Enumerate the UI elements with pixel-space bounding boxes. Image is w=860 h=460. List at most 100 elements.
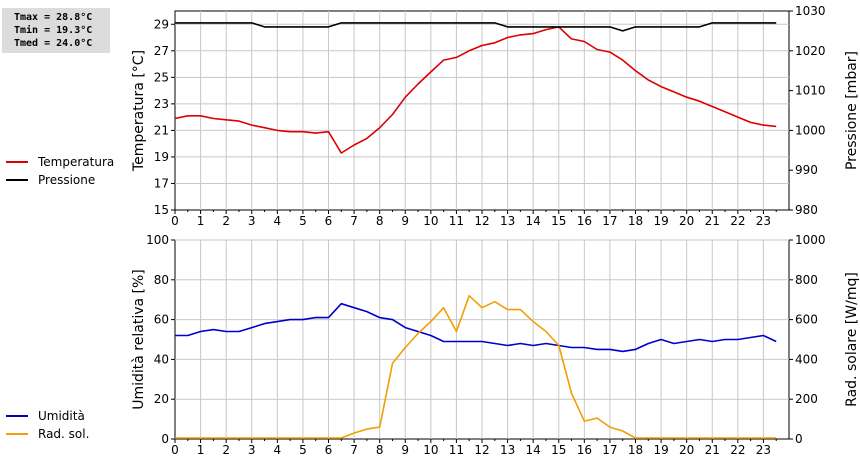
legend-label-humidity: Umidità	[38, 409, 85, 423]
stat-tmax: Tmax = 28.8°C	[14, 12, 93, 23]
x-tick-label: 8	[376, 443, 384, 457]
legend-item-pressure: Pressione	[6, 171, 114, 189]
x-tick-label: 15	[551, 443, 566, 457]
x-tick-label: 5	[299, 214, 307, 228]
legend-swatch-radiation	[6, 433, 28, 435]
x-tick-label: 20	[679, 443, 694, 457]
x-tick-label: 4	[274, 443, 282, 457]
legend-label-pressure: Pressione	[38, 173, 96, 187]
x-tick-label: 1	[197, 443, 205, 457]
x-tick-label: 20	[679, 214, 694, 228]
x-tick-label: 0	[171, 443, 179, 457]
y2-tick-label: 400	[795, 352, 818, 366]
y-tick-label: 29	[154, 17, 169, 31]
x-tick-label: 14	[526, 214, 541, 228]
x-tick-label: 17	[602, 214, 617, 228]
y2-tick-label: 1020	[795, 44, 826, 58]
x-tick-label: 16	[577, 443, 592, 457]
series-line-pressure	[175, 22, 777, 32]
legend-swatch-humidity	[6, 415, 28, 417]
y2-tick-label: 1000	[795, 123, 826, 137]
y-tick-label: 21	[154, 123, 169, 137]
y-tick-label: 27	[154, 44, 169, 58]
y2-tick-label: 1000	[795, 233, 826, 247]
x-tick-label: 13	[500, 214, 515, 228]
x-tick-label: 11	[449, 214, 464, 228]
x-tick-label: 1	[197, 214, 205, 228]
x-tick-label: 18	[628, 214, 643, 228]
x-tick-label: 8	[376, 214, 384, 228]
x-tick-label: 23	[756, 443, 771, 457]
y-tick-label: 80	[154, 273, 169, 287]
series-line-humidity	[175, 302, 777, 353]
y-tick-label: 40	[154, 352, 169, 366]
legend-label-radiation: Rad. sol.	[38, 427, 90, 441]
x-tick-label: 22	[730, 214, 745, 228]
legend-swatch-pressure	[6, 179, 28, 181]
x-tick-label: 9	[401, 214, 409, 228]
x-tick-label: 9	[401, 443, 409, 457]
y2-tick-label: 200	[795, 392, 818, 406]
legend-item-radiation: Rad. sol.	[6, 425, 89, 443]
x-tick-label: 13	[500, 443, 515, 457]
y-axis-title-bottom: Umidità relativa [%]	[131, 269, 147, 410]
y-tick-label: 0	[161, 432, 169, 446]
x-tick-label: 22	[730, 443, 745, 457]
stats-box: Tmax = 28.8°C Tmin = 19.3°C Tmed = 24.0°…	[2, 8, 110, 53]
legend-swatch-temperature	[6, 161, 28, 163]
x-tick-label: 10	[423, 443, 438, 457]
y2-tick-label: 0	[795, 432, 803, 446]
x-tick-label: 19	[653, 443, 668, 457]
x-tick-label: 0	[171, 214, 179, 228]
legend-label-temperature: Temperatura	[38, 155, 115, 169]
y2-tick-label: 600	[795, 313, 818, 327]
x-tick-label: 2	[222, 214, 230, 228]
x-tick-label: 23	[756, 214, 771, 228]
y-tick-label: 100	[146, 233, 169, 247]
legend-bottom: Umidità Rad. sol.	[6, 407, 89, 443]
x-tick-label: 7	[350, 443, 358, 457]
y-tick-label: 19	[154, 150, 169, 164]
x-tick-label: 5	[299, 443, 307, 457]
y2-tick-label: 1010	[795, 84, 826, 98]
y2-axis-title-top: Pressione [mbar]	[844, 51, 860, 170]
y-tick-label: 20	[154, 392, 169, 406]
x-tick-label: 11	[449, 443, 464, 457]
x-tick-label: 17	[602, 443, 617, 457]
x-tick-label: 18	[628, 443, 643, 457]
y-tick-label: 17	[154, 176, 169, 190]
x-tick-label: 15	[551, 214, 566, 228]
x-tick-label: 21	[705, 214, 720, 228]
x-tick-label: 4	[274, 214, 282, 228]
x-tick-label: 12	[474, 214, 489, 228]
x-tick-label: 21	[705, 443, 720, 457]
y-tick-label: 15	[154, 203, 169, 217]
x-tick-label: 16	[577, 214, 592, 228]
y-axis-title-top: Temperatura [°C]	[131, 50, 147, 172]
series-line-radiation	[175, 294, 777, 439]
x-tick-label: 7	[350, 214, 358, 228]
x-tick-label: 14	[526, 443, 541, 457]
y2-tick-label: 980	[795, 203, 818, 217]
x-tick-label: 6	[325, 214, 333, 228]
stat-tmin: Tmin = 19.3°C	[14, 25, 93, 36]
x-tick-label: 19	[653, 214, 668, 228]
y2-tick-label: 990	[795, 163, 818, 177]
x-tick-label: 6	[325, 443, 333, 457]
y-tick-label: 25	[154, 70, 169, 84]
legend-top: Temperatura Pressione	[6, 153, 114, 189]
y2-tick-label: 1030	[795, 4, 826, 18]
stat-tmed: Tmed = 24.0°C	[14, 38, 93, 49]
series-line-temperature	[174, 26, 777, 154]
x-tick-label: 12	[474, 443, 489, 457]
x-tick-label: 10	[423, 214, 438, 228]
y-tick-label: 60	[154, 313, 169, 327]
legend-item-temperature: Temperatura	[6, 153, 114, 171]
y2-tick-label: 800	[795, 273, 818, 287]
x-tick-label: 3	[248, 214, 256, 228]
legend-item-humidity: Umidità	[6, 407, 89, 425]
x-tick-label: 3	[248, 443, 256, 457]
x-tick-label: 2	[222, 443, 230, 457]
y-tick-label: 23	[154, 97, 169, 111]
